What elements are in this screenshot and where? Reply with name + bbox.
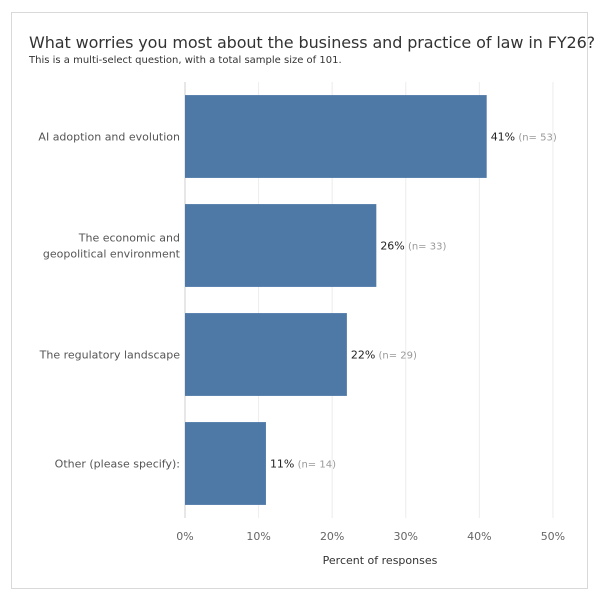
- sample-count-label: (n= 33): [405, 242, 447, 253]
- data-label: 11% (n= 14): [270, 458, 336, 471]
- data-labels: 41% (n= 53) 26% (n= 33) 22% (n= 29) 11% (n=…: [270, 131, 557, 471]
- x-tick-label: 10%: [246, 530, 270, 543]
- sample-count-label: (n= 29): [375, 351, 417, 362]
- category-label: The economic and geopolitical environment: [43, 232, 181, 261]
- category-label: Other (please specify):: [55, 458, 180, 471]
- category-label: The regulatory landscape: [39, 349, 181, 362]
- chart-title: What worries you most about the business…: [29, 33, 596, 52]
- x-tick-label: 20%: [320, 530, 344, 543]
- bar: [185, 313, 347, 396]
- category-label: AI adoption and evolution: [38, 131, 180, 144]
- bar: [185, 95, 487, 178]
- data-label: 22% (n= 29): [351, 349, 417, 362]
- x-axis-title: Percent of responses: [323, 554, 438, 567]
- x-tick-label: 50%: [541, 530, 565, 543]
- x-tick-label: 30%: [394, 530, 418, 543]
- bars: [185, 95, 487, 505]
- bar: [185, 204, 377, 287]
- bar: [185, 422, 266, 505]
- sample-count-label: (n= 14): [294, 460, 336, 471]
- chart-subtitle: This is a multi-select question, with a …: [29, 55, 342, 66]
- category-labels: AI adoption and evolution The economic an…: [38, 131, 180, 471]
- x-tick-label: 0%: [176, 530, 193, 543]
- data-label: 41% (n= 53): [491, 131, 557, 144]
- sample-count-label: (n= 53): [515, 133, 557, 144]
- x-tick-label: 40%: [467, 530, 491, 543]
- data-label: 26% (n= 33): [380, 240, 446, 253]
- x-axis-ticks: 0% 10% 20% 30% 40% 50%: [176, 530, 565, 543]
